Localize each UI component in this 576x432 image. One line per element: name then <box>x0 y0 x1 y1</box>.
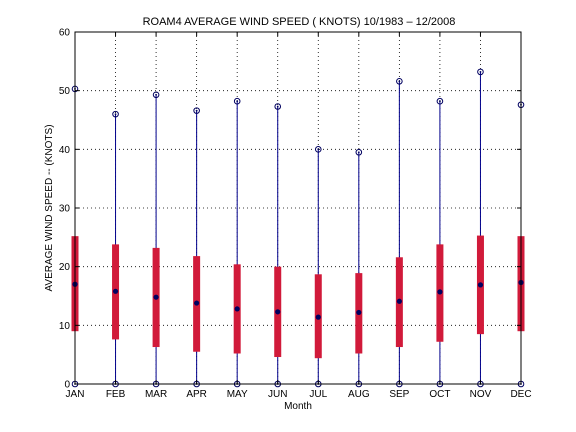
y-tick-label: 0 <box>64 380 70 391</box>
max-marker <box>233 97 241 105</box>
max-marker-dot <box>479 70 482 73</box>
max-marker <box>314 146 322 153</box>
max-marker <box>396 77 403 85</box>
x-tick-label: DEC <box>510 389 531 400</box>
x-tick-label: OCT <box>429 389 450 400</box>
median-marker <box>194 300 200 306</box>
max-marker <box>355 148 363 156</box>
max-marker-dot <box>155 93 157 96</box>
median-marker <box>477 282 484 288</box>
y-axis-label: AVERAGE WIND SPEED -- (KNOTS) <box>44 124 55 291</box>
y-tick-label: 10 <box>59 321 71 332</box>
y-tick-label: 40 <box>59 145 71 156</box>
axis-ticks: 0 10 20 30 40 50 60 JAN FEB MAR APR MAY JUN JUL AUG SEP… <box>59 28 532 401</box>
median-marker <box>437 289 443 295</box>
max-marker-dot <box>357 151 360 154</box>
max-marker <box>477 68 484 76</box>
median-marker <box>356 309 362 316</box>
median-marker <box>315 314 321 320</box>
x-tick-label: NOV <box>470 389 492 400</box>
max-marker-dot <box>439 100 441 103</box>
x-tick-label: SEP <box>389 389 409 400</box>
y-tick-label: 30 <box>59 204 71 215</box>
grid-lines <box>75 32 521 384</box>
median-marker <box>234 306 240 312</box>
x-tick-label: JUN <box>268 389 287 400</box>
y-tick-label: 60 <box>59 28 71 39</box>
median-marker <box>112 288 119 294</box>
x-tick-label: JAN <box>66 389 85 400</box>
max-marker-dot <box>195 109 198 112</box>
median-marker <box>396 298 402 304</box>
axes-frame <box>74 31 522 385</box>
median-marker <box>275 309 281 315</box>
x-tick-label: JUL <box>309 389 327 400</box>
y-tick-label: 50 <box>59 86 71 97</box>
x-tick-label: APR <box>186 389 207 400</box>
max-marker-dot <box>317 148 320 151</box>
plot-area <box>71 68 525 388</box>
chart-title: ROAM4 AVERAGE WIND SPEED ( KNOTS) 10/198… <box>143 16 456 28</box>
median-marker <box>153 294 159 300</box>
x-tick-label: FEB <box>106 389 126 400</box>
y-tick-label: 20 <box>59 262 71 273</box>
max-marker-dot <box>114 113 117 116</box>
max-marker <box>112 110 119 118</box>
max-marker-dot <box>398 80 401 83</box>
x-axis-label: Month <box>284 401 312 412</box>
max-marker-dot <box>276 105 279 108</box>
max-marker <box>193 107 200 114</box>
x-tick-label: MAR <box>145 389 167 400</box>
x-tick-label: AUG <box>348 389 370 400</box>
max-marker <box>152 91 160 99</box>
max-marker <box>274 103 282 110</box>
max-marker <box>436 97 444 105</box>
max-marker-dot <box>236 100 239 103</box>
x-tick-label: MAY <box>227 389 248 400</box>
